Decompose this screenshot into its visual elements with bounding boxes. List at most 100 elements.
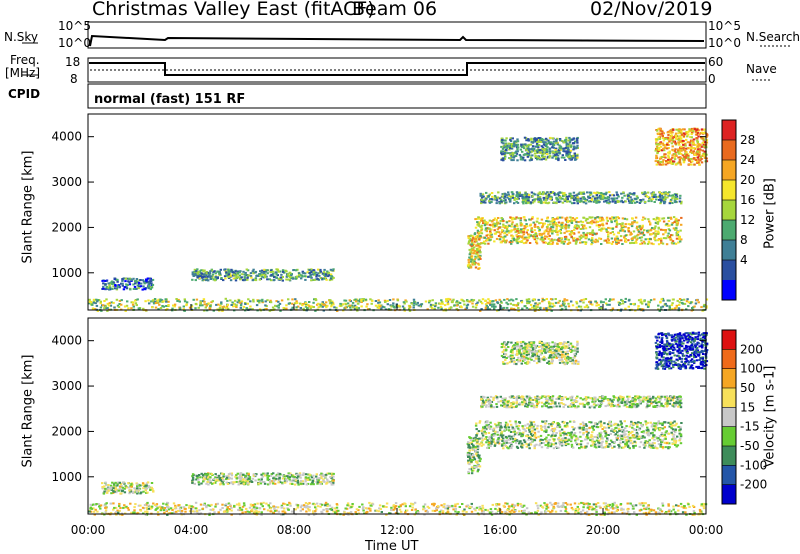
data-cell [105,285,108,288]
data-cell [607,239,610,242]
data-cell [512,159,515,162]
data-cell [302,307,305,310]
data-cell [645,303,648,306]
data-cell [515,234,518,237]
data-cell [701,149,704,152]
data-cell [557,301,560,304]
data-cell [441,301,444,304]
data-cell [238,301,242,304]
data-cell [503,154,507,157]
data-cell [504,502,507,505]
data-cell [294,508,297,511]
date-label: 02/Nov/2019 [590,0,713,20]
data-cell [296,506,299,509]
data-cell [590,222,594,225]
data-cell [604,196,607,199]
data-cell [274,304,277,307]
data-cell [698,154,701,157]
data-cell [509,153,512,156]
data-cell [570,235,573,238]
data-cell [574,147,578,150]
data-cell [486,307,489,310]
data-cell [664,146,667,149]
data-cell [431,304,435,307]
data-cell [528,242,532,244]
data-cell [635,238,638,241]
data-cell [489,230,492,233]
data-cell [339,302,342,305]
data-cell [163,511,166,514]
data-cell [617,232,620,235]
data-cell [243,276,246,279]
data-cell [543,155,547,158]
data-cell [654,149,657,152]
data-cell [546,150,549,153]
data-cell [155,505,158,508]
data-cell [481,302,484,305]
data-cell [444,507,447,510]
data-cell [199,503,203,506]
data-cell [549,136,552,139]
data-cell [509,240,513,242]
data-cell [658,191,661,194]
data-cell [647,507,650,510]
data-cell [668,150,671,153]
data-cell [561,216,564,219]
data-cell [656,222,660,225]
data-cell [518,193,521,196]
data-cell [610,219,613,222]
data-cell [261,300,264,303]
data-cell [556,141,559,144]
data-cell [482,510,485,513]
data-cell [632,193,636,196]
data-cell [692,141,695,143]
data-cell [661,504,665,507]
data-cell [671,307,674,310]
data-cell [151,299,155,302]
data-cell [557,193,560,196]
data-cell [531,195,534,198]
data-cell [224,297,227,300]
data-cell [513,145,516,148]
data-cell [672,195,675,198]
data-cell [283,480,287,483]
data-cell [244,476,247,479]
data-cell [557,151,560,154]
data-cell [661,160,664,163]
data-cell [538,302,541,305]
data-cell [667,144,670,146]
data-cell [692,142,695,145]
data-cell [655,145,659,148]
data-cell [582,503,586,506]
data-cell [172,502,176,505]
data-cell [291,306,294,309]
data-cell [594,238,598,241]
data-cell [585,304,589,307]
data-cell [108,288,111,291]
data-cell [655,139,658,142]
data-cell [508,145,512,148]
data-cell [203,502,206,505]
data-cell [669,200,672,203]
data-cell [595,509,598,512]
data-cell [684,507,688,510]
data-cell [494,503,498,506]
data-cell [673,197,677,200]
data-cell [503,197,506,200]
data-cell [101,279,104,282]
data-cell [492,225,495,228]
data-cell [646,229,649,232]
data-cell [522,153,526,156]
data-cell [504,235,507,238]
data-cell [616,237,619,240]
data-cell [509,216,512,219]
data-cell [550,141,553,144]
data-cell [484,303,488,306]
data-cell [638,509,642,512]
data-cell [641,224,644,227]
data-cell [647,229,650,232]
data-cell [556,143,559,146]
data-cell [476,235,479,238]
data-cell [511,218,514,221]
data-cell [599,220,602,222]
